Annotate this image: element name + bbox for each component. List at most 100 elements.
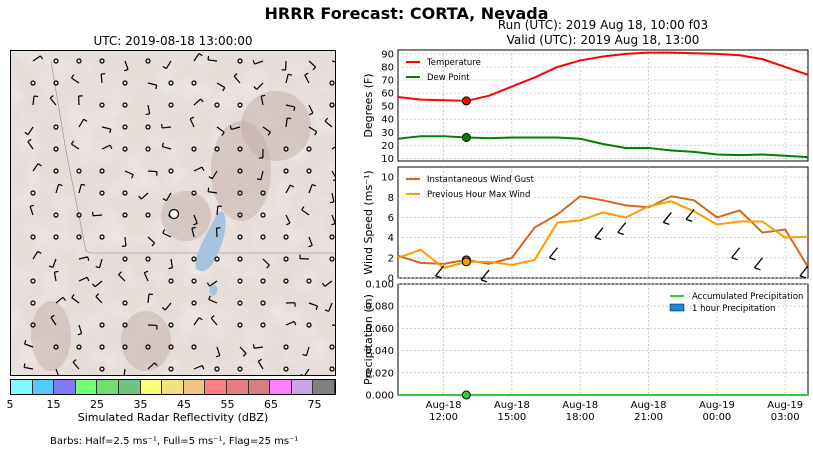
colorbar-swatch xyxy=(11,380,33,394)
wind-barb xyxy=(193,98,204,106)
wind-barb xyxy=(168,258,174,270)
wind-barb xyxy=(321,280,333,287)
wind-barb xyxy=(617,222,627,236)
wind-barb xyxy=(78,276,90,282)
calm-wind-marker xyxy=(122,322,128,328)
calm-wind-marker xyxy=(237,168,243,174)
calm-wind-marker xyxy=(260,278,266,284)
legend-label: Temperature xyxy=(426,58,481,68)
colorbar-swatch xyxy=(291,380,314,394)
calm-wind-marker xyxy=(99,190,105,196)
calm-wind-marker xyxy=(329,256,335,262)
calm-wind-marker xyxy=(30,300,36,306)
x-tick-time-label: 15:00 xyxy=(497,412,526,423)
run-time-label: Run (UTC): 2019 Aug 18, 10:00 f03 xyxy=(497,18,709,32)
wind-barb xyxy=(285,320,297,326)
radar-map[interactable] xyxy=(10,50,336,376)
calm-wind-marker xyxy=(191,344,197,350)
wind-barb xyxy=(215,346,221,358)
y-tick-label: 0.000 xyxy=(365,391,394,402)
plot-frame xyxy=(397,283,809,396)
x-tick-date-label: Aug-18 xyxy=(426,400,462,411)
wind-barb xyxy=(161,123,172,129)
wind-barb xyxy=(147,293,153,304)
calm-wind-marker xyxy=(283,168,289,174)
calm-wind-marker xyxy=(283,234,289,240)
mountain-ridge xyxy=(161,191,211,241)
mountain-ridge xyxy=(121,311,171,371)
calm-wind-marker xyxy=(306,146,312,152)
x-tick-time-label: 03:00 xyxy=(771,412,800,423)
wind-barb xyxy=(208,295,218,304)
wind-barb xyxy=(285,73,293,84)
calm-wind-marker xyxy=(214,366,220,372)
calm-wind-marker xyxy=(237,278,243,284)
wind-barb xyxy=(308,126,318,136)
calm-wind-marker xyxy=(99,234,105,240)
current-time-point xyxy=(461,96,471,106)
wind-barb xyxy=(143,270,149,282)
wind-barb xyxy=(193,52,203,62)
calm-wind-marker xyxy=(306,322,312,328)
wind-barb xyxy=(331,214,335,226)
wind-barb xyxy=(78,118,88,128)
calm-wind-marker xyxy=(306,278,312,284)
wind-barb xyxy=(435,265,445,279)
wind-barb xyxy=(324,117,333,128)
calm-wind-marker xyxy=(191,300,197,306)
wind-barb xyxy=(731,247,741,261)
colorbar-swatch xyxy=(313,380,335,394)
wind-barb xyxy=(101,126,112,134)
calm-wind-marker xyxy=(99,322,105,328)
wind-barb xyxy=(193,214,198,226)
wind-barb xyxy=(92,211,103,217)
colorbar-tick-label: 35 xyxy=(133,398,148,411)
wind-barb xyxy=(256,170,264,181)
calm-wind-marker xyxy=(122,146,128,152)
colorbar-swatch xyxy=(118,380,141,394)
wind-barb xyxy=(55,296,66,304)
calm-wind-marker xyxy=(76,168,82,174)
calm-wind-marker xyxy=(99,366,105,372)
figure-title: HRRR Forecast: CORTA, Nevada xyxy=(264,4,549,23)
wind-barb xyxy=(753,257,763,271)
wind-barb xyxy=(548,247,558,261)
colorbar-tick-label: 25 xyxy=(90,398,104,411)
colorbar-swatch xyxy=(54,380,76,394)
calm-wind-marker xyxy=(53,212,59,218)
legend-label: 1 hour Precipitation xyxy=(692,304,775,314)
reflectivity-colorbar xyxy=(10,379,336,395)
wind-barb xyxy=(685,208,695,222)
wind-barb xyxy=(216,205,222,216)
x-tick-time-label: 18:00 xyxy=(566,412,595,423)
wind-barb xyxy=(304,72,310,84)
calm-wind-marker xyxy=(99,58,105,64)
wind-barb xyxy=(193,317,203,326)
lake-shape xyxy=(195,211,226,272)
wind-barb xyxy=(331,324,335,326)
wind-barb xyxy=(78,95,83,106)
wind-barb xyxy=(331,146,335,150)
wind-barb xyxy=(302,346,310,357)
wind-barb xyxy=(49,95,57,106)
terrain-map-svg xyxy=(11,51,335,375)
y-tick-label: 0.060 xyxy=(365,324,394,335)
colorbar-swatch xyxy=(75,380,98,394)
wind-barb xyxy=(147,82,158,90)
wind-barb xyxy=(262,258,270,269)
wind-barb xyxy=(32,250,42,260)
y-tick-label: 6 xyxy=(388,213,394,224)
wind-barb xyxy=(216,126,225,136)
wind-barb xyxy=(285,117,292,128)
colorbar-swatch xyxy=(248,380,271,394)
y-tick-label: 70 xyxy=(381,76,394,87)
wind-barb xyxy=(252,344,264,349)
mountain-ridge xyxy=(241,91,311,161)
wind-barb xyxy=(252,60,264,65)
calm-wind-marker xyxy=(53,168,59,174)
barb-legend-note: Barbs: Half=2.5 ms⁻¹, Full=5 ms⁻¹, Flag=… xyxy=(50,436,299,447)
wind-barb xyxy=(239,346,247,357)
calm-wind-marker xyxy=(53,80,59,86)
calm-wind-marker xyxy=(30,234,36,240)
calm-wind-marker xyxy=(214,256,220,262)
